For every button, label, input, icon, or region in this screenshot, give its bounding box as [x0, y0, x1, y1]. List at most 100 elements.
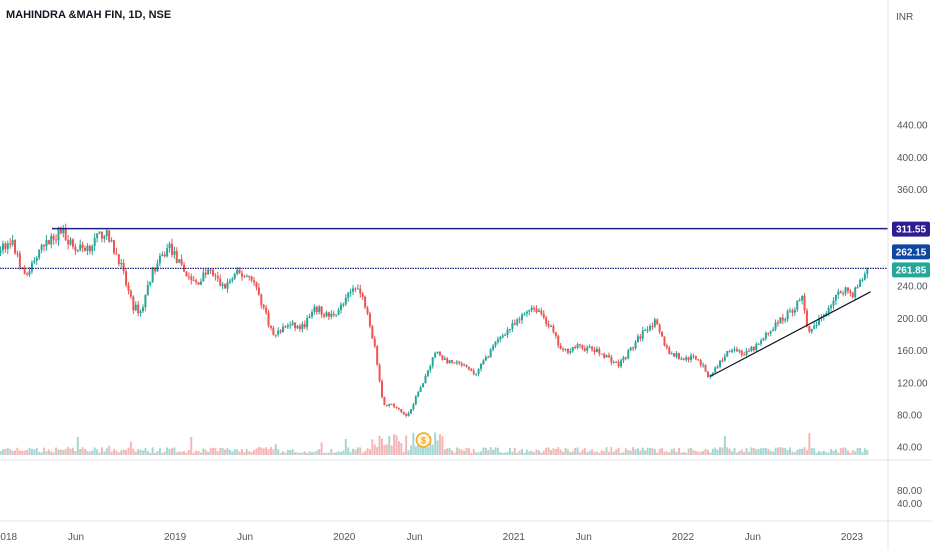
- volume-bar: [518, 450, 521, 455]
- volume-bar: [808, 432, 811, 455]
- volume-bar: [310, 452, 313, 455]
- candle: [767, 332, 770, 337]
- volume-bar: [100, 447, 103, 455]
- volume-bar: [566, 449, 569, 455]
- candle: [504, 333, 507, 336]
- volume-bar: [670, 449, 673, 455]
- candle: [417, 390, 420, 398]
- volume-bar: [535, 449, 538, 455]
- candle: [274, 334, 277, 338]
- volume-bar: [772, 451, 775, 455]
- candle: [615, 360, 618, 363]
- volume-bar: [243, 452, 246, 455]
- volume-bar: [55, 447, 58, 455]
- volume-bar: [354, 449, 357, 455]
- volume-bar: [255, 448, 258, 455]
- candle: [448, 360, 451, 364]
- volume-bar: [231, 451, 234, 455]
- candle: [180, 254, 183, 267]
- candle: [779, 316, 782, 324]
- candle: [513, 319, 516, 326]
- candle: [518, 316, 521, 324]
- volume-bar: [830, 448, 833, 455]
- volume-bar: [467, 448, 470, 455]
- candle: [663, 336, 666, 347]
- candle: [149, 281, 152, 287]
- volume-bar: [612, 451, 615, 455]
- candle: [453, 361, 456, 364]
- volume-bar: [122, 449, 125, 455]
- candle: [393, 402, 396, 408]
- volume-bar: [265, 447, 268, 455]
- candle: [581, 344, 584, 351]
- candle: [463, 362, 466, 366]
- candle: [55, 234, 58, 245]
- volume-bar: [834, 449, 837, 455]
- volume-bar: [409, 445, 412, 455]
- candle: [455, 359, 458, 366]
- volume-bar: [267, 449, 270, 455]
- candle: [320, 305, 323, 319]
- candle: [523, 312, 526, 316]
- candle: [129, 289, 132, 299]
- volume-bar: [537, 450, 540, 455]
- volume-bar: [298, 452, 301, 455]
- candle: [569, 348, 572, 355]
- price-tick-label: 200.00: [897, 314, 928, 325]
- volume-bar: [173, 447, 176, 455]
- candle: [303, 320, 306, 330]
- candle: [658, 323, 661, 335]
- candle: [731, 348, 734, 354]
- volume-bar: [767, 448, 770, 455]
- volume-bar: [40, 452, 43, 455]
- volume-bar: [627, 450, 630, 455]
- volume-bar: [337, 451, 340, 455]
- volume-bar: [591, 449, 594, 455]
- volume-bar: [168, 449, 171, 455]
- candle: [484, 355, 487, 362]
- candle: [786, 309, 789, 323]
- candle: [325, 310, 328, 318]
- dividend-icon[interactable]: $: [415, 432, 432, 448]
- volume-bar: [320, 442, 323, 455]
- trendline[interactable]: [709, 291, 871, 377]
- candle: [103, 234, 106, 243]
- volume-bar: [6, 448, 9, 455]
- volume-bar: [685, 452, 688, 455]
- volume-bar: [21, 450, 24, 455]
- candle: [296, 325, 299, 330]
- candle: [175, 247, 178, 264]
- candle: [620, 358, 623, 369]
- volume-bar: [545, 448, 548, 455]
- volume-bar: [639, 450, 642, 455]
- candle: [668, 345, 671, 355]
- volume-bar: [745, 448, 748, 455]
- candle: [40, 243, 43, 254]
- candle: [735, 346, 738, 353]
- volume-bar: [615, 449, 618, 455]
- volume-bar: [603, 451, 606, 455]
- candle: [798, 297, 801, 302]
- candle: [475, 373, 478, 377]
- volume-bar: [50, 451, 53, 455]
- volume-bar: [846, 450, 849, 455]
- volume-bar: [301, 452, 304, 455]
- volume-bar: [648, 448, 651, 455]
- volume-bar: [349, 451, 352, 455]
- candle: [134, 301, 137, 312]
- candle: [233, 272, 236, 280]
- candle: [262, 303, 265, 310]
- volume-bar: [371, 439, 374, 455]
- candle: [359, 284, 362, 298]
- svg-text:311.55: 311.55: [896, 225, 926, 236]
- candle: [257, 283, 260, 296]
- volume-bar: [250, 451, 253, 455]
- volume-bar: [192, 452, 195, 455]
- volume-bar: [634, 449, 637, 455]
- volume-bar: [195, 450, 198, 455]
- candle: [412, 402, 415, 412]
- candle: [716, 364, 719, 369]
- candle: [605, 354, 608, 358]
